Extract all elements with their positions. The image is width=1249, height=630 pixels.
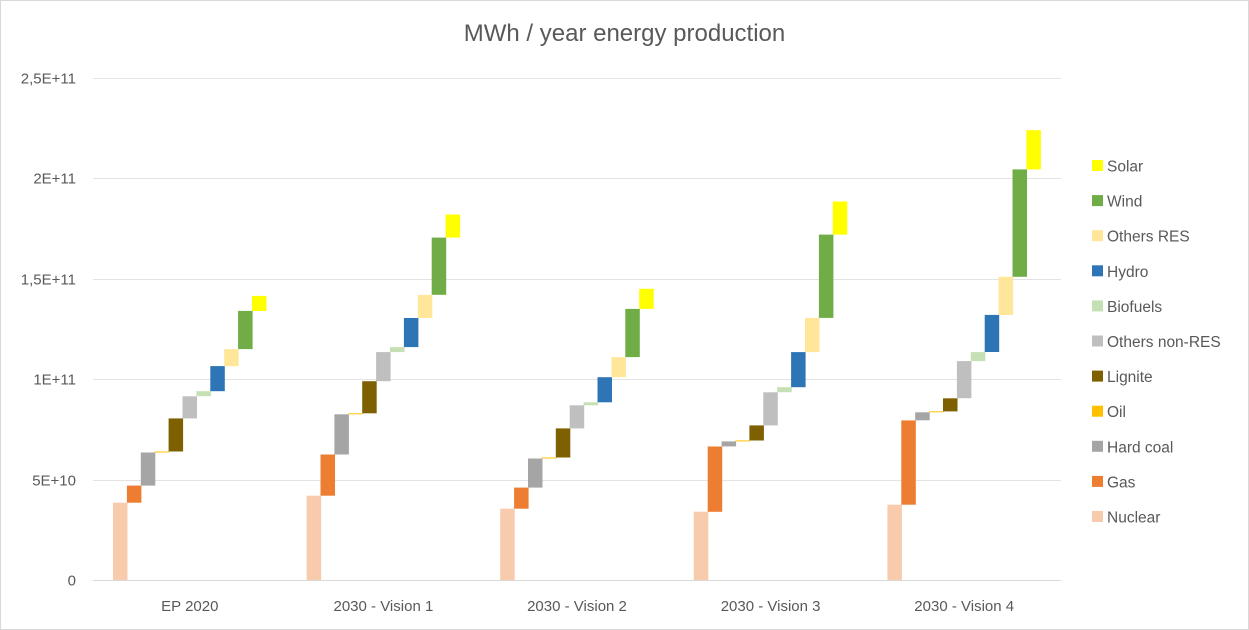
bar-oil [154, 451, 170, 453]
bar-gas [126, 485, 142, 503]
bar-hydro [791, 352, 806, 388]
bar-solar [252, 295, 267, 311]
bar-lignite [362, 381, 377, 414]
bar-solar [445, 214, 461, 238]
bar-nuclear [306, 495, 322, 580]
gridlines [93, 78, 1061, 581]
bar-hydro [984, 314, 1000, 352]
legend: Solar Wind Others RES Hydro Biofuels Others n… [1092, 159, 1221, 527]
bar-hard-coal [721, 441, 737, 447]
bar-others-res [417, 294, 433, 318]
bar-solar [832, 201, 848, 235]
bar-lignite [555, 428, 571, 458]
bar-wind [1012, 169, 1027, 277]
y-tick-label: 0 [68, 573, 76, 590]
bar-gas [514, 487, 529, 509]
bar-oil [929, 411, 944, 413]
bar-others-res [611, 357, 626, 378]
bar-biofuels [583, 402, 599, 406]
bar-hydro [597, 377, 612, 403]
bars [113, 130, 1041, 580]
legend-label: Wind [1107, 194, 1142, 211]
bar-oil [541, 457, 557, 459]
y-tick-label: 1E+11 [33, 372, 76, 389]
bar-nuclear [113, 502, 128, 580]
bar-hard-coal [140, 452, 156, 486]
bar-oil [735, 440, 750, 442]
legend-swatch [1092, 300, 1103, 312]
bar-others-non-res [376, 352, 391, 382]
x-tick-label: 2030 - Vision 1 [334, 598, 434, 615]
bar-nuclear [887, 504, 902, 580]
y-tick-label: 5E+10 [32, 473, 76, 490]
bar-wind [818, 234, 834, 318]
legend-swatch [1092, 370, 1103, 382]
legend-swatch [1092, 475, 1103, 487]
bar-gas [901, 420, 916, 505]
bar-wind [431, 237, 447, 295]
x-tick-label: EP 2020 [161, 598, 218, 615]
bar-lignite [749, 425, 764, 441]
bar-others-non-res [182, 396, 197, 419]
bar-lignite [168, 418, 184, 452]
legend-swatch [1092, 160, 1103, 171]
legend-swatch [1092, 335, 1103, 347]
legend-label: Others non-RES [1107, 334, 1221, 351]
bar-hydro [403, 318, 419, 348]
bar-others-non-res [569, 405, 585, 429]
legend-label: Gas [1107, 474, 1136, 491]
bar-solar [1026, 130, 1041, 170]
legend-swatch [1092, 265, 1103, 277]
bar-hydro [210, 366, 225, 392]
y-tick-label: 1,5E+11 [21, 272, 76, 289]
x-axis-ticks: EP 2020 2030 - Vision 1 2030 - Vision 2 203… [161, 598, 1014, 615]
legend-label: Nuclear [1107, 510, 1160, 527]
bar-oil [348, 413, 363, 415]
bar-nuclear [693, 511, 709, 580]
legend-swatch [1092, 230, 1103, 242]
bar-lignite [943, 398, 958, 412]
y-axis-ticks: 0 5E+10 1E+11 1,5E+11 2E+11 2,5E+11 [21, 71, 76, 590]
legend-label: Oil [1107, 404, 1126, 421]
bar-others-res [805, 318, 820, 353]
x-tick-label: 2030 - Vision 2 [527, 598, 627, 615]
bar-biofuels [970, 352, 986, 362]
bar-hard-coal [528, 458, 543, 488]
legend-label: Lignite [1107, 369, 1153, 386]
legend-label: Hard coal [1107, 439, 1173, 456]
bar-gas [707, 446, 723, 512]
legend-swatch [1092, 440, 1103, 452]
legend-swatch [1092, 511, 1103, 522]
bar-hard-coal [334, 414, 349, 455]
bar-others-non-res [763, 392, 778, 426]
bar-solar [639, 288, 654, 309]
bar-biofuels [390, 347, 405, 353]
y-tick-label: 2E+11 [33, 171, 76, 188]
bar-hard-coal [915, 412, 930, 421]
bar-others-non-res [956, 361, 972, 399]
legend-label: Hydro [1107, 264, 1148, 281]
legend-label: Solar [1107, 159, 1143, 176]
bar-biofuels [777, 387, 792, 393]
bar-nuclear [500, 508, 515, 580]
legend-label: Others RES [1107, 229, 1190, 246]
legend-swatch [1092, 405, 1103, 417]
bar-gas [320, 454, 335, 496]
bar-wind [238, 310, 253, 350]
x-tick-label: 2030 - Vision 3 [721, 598, 821, 615]
y-tick-label: 2,5E+11 [21, 71, 76, 88]
x-tick-label: 2030 - Vision 4 [914, 598, 1014, 615]
legend-label: Biofuels [1107, 299, 1162, 316]
bar-others-res [998, 276, 1014, 315]
bar-biofuels [196, 391, 211, 397]
bar-wind [625, 308, 640, 358]
chart-title: MWh / year energy production [463, 20, 786, 47]
legend-swatch [1092, 195, 1103, 207]
bar-others-res [224, 349, 239, 367]
